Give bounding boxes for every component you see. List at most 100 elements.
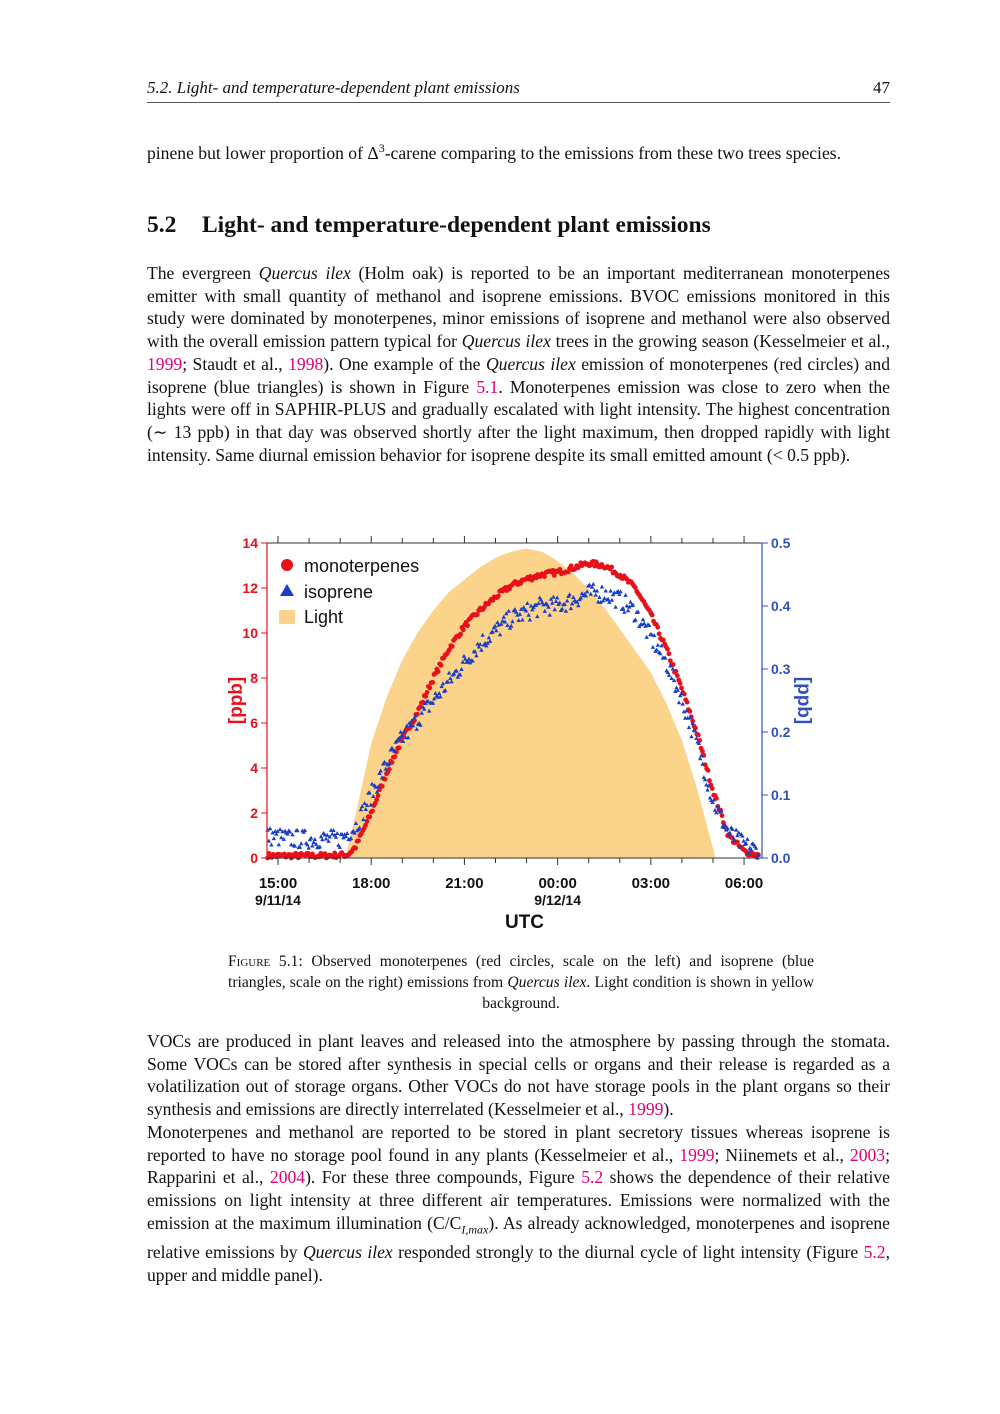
paragraphs-bottom: VOCs are produced in plant leaves and re… <box>147 1030 890 1286</box>
isoprene-point <box>525 601 530 606</box>
monoterpenes-point <box>495 593 501 599</box>
text-segment: ). One example of the <box>323 353 486 374</box>
isoprene-point <box>504 611 509 616</box>
isoprene-point <box>628 599 633 604</box>
monoterpenes-point <box>370 808 375 814</box>
isoprene-point <box>633 617 638 622</box>
paragraph-mid: The evergreen Quercus ilex (Holm oak) is… <box>147 262 890 466</box>
isoprene-point <box>379 775 385 780</box>
isoprene-point <box>741 838 746 843</box>
isoprene-point <box>673 688 678 693</box>
isoprene-point <box>327 834 332 839</box>
legend-circle-icon <box>281 559 293 571</box>
isoprene-point <box>607 599 612 604</box>
isoprene-point <box>378 768 383 773</box>
citation-link[interactable]: 1999 <box>628 1099 664 1120</box>
isoprene-point <box>451 671 457 676</box>
monoterpenes-point <box>379 783 385 789</box>
isoprene-point <box>422 706 427 711</box>
isoprene-point <box>289 842 294 847</box>
isoprene-point <box>392 748 397 753</box>
isoprene-point <box>547 612 552 617</box>
isoprene-point <box>311 840 316 845</box>
isoprene-point <box>600 598 606 603</box>
isoprene-point <box>622 609 627 614</box>
citation-link[interactable]: 2004 <box>269 1167 306 1188</box>
monoterpenes-point <box>557 566 563 572</box>
running-header: 5.2. Light- and temperature-dependent pl… <box>147 78 890 103</box>
monoterpenes-point <box>684 699 690 705</box>
citation-link[interactable]: 5.2 <box>581 1167 604 1188</box>
isoprene-point <box>700 761 705 766</box>
y-left-tick-label: 14 <box>242 535 258 551</box>
isoprene-point <box>555 595 560 600</box>
isoprene-point <box>603 588 608 593</box>
isoprene-point <box>310 843 315 848</box>
isoprene-point <box>733 827 739 832</box>
isoprene-point <box>367 790 372 795</box>
isoprene-point <box>528 603 534 608</box>
isoprene-point <box>697 756 703 761</box>
monoterpenes-point <box>670 662 676 668</box>
isoprene-point <box>275 829 280 834</box>
isoprene-point <box>368 802 373 807</box>
isoprene-point <box>274 831 279 836</box>
monoterpenes-point <box>719 813 725 819</box>
x-tick-label: 18:00 <box>352 875 390 892</box>
isoprene-point <box>306 845 311 850</box>
isoprene-point <box>485 640 490 645</box>
isoprene-point <box>748 846 754 851</box>
y-left-tick-label: 10 <box>242 625 258 641</box>
isoprene-point <box>563 608 569 613</box>
citation-link[interactable]: 5.1 <box>476 376 499 397</box>
isoprene-point <box>553 598 559 603</box>
isoprene-point <box>377 770 382 775</box>
isoprene-point <box>271 836 277 841</box>
isoprene-point <box>571 595 576 600</box>
isoprene-point <box>569 601 575 606</box>
isoprene-point <box>279 835 284 840</box>
isoprene-point <box>371 793 376 798</box>
isoprene-point <box>312 837 318 842</box>
isoprene-point <box>605 596 611 601</box>
text-segment: 3 <box>378 141 385 155</box>
isoprene-point <box>694 736 699 741</box>
text-segment: ; Niinemets et al., <box>714 1144 850 1165</box>
isoprene-point <box>646 622 652 627</box>
monoterpenes-point <box>687 708 693 714</box>
text-segment: emission of monoterpenes (red circles) a… <box>147 353 890 397</box>
isoprene-point <box>520 617 525 622</box>
citation-link[interactable]: 1998 <box>288 353 324 374</box>
isoprene-point <box>326 838 331 843</box>
isoprene-point <box>548 596 554 601</box>
isoprene-point <box>710 800 715 805</box>
isoprene-point <box>725 826 730 831</box>
isoprene-point <box>598 599 603 604</box>
monoterpenes-point <box>702 762 708 768</box>
x-tick-label: 15:00 <box>259 875 297 892</box>
isoprene-point <box>290 832 295 837</box>
citation-link[interactable]: 1999 <box>679 1144 715 1165</box>
isoprene-point <box>714 810 719 815</box>
isoprene-point <box>730 826 735 831</box>
citation-link[interactable]: 2003 <box>849 1144 886 1165</box>
isoprene-point <box>684 708 689 713</box>
isoprene-point <box>505 623 510 628</box>
monoterpenes-point <box>420 699 426 705</box>
isoprene-point <box>678 693 683 698</box>
isoprene-point <box>404 723 410 728</box>
isoprene-point <box>737 844 743 849</box>
y-right-axis-label: [ppb] <box>793 677 814 724</box>
isoprene-point <box>446 670 452 675</box>
citation-link[interactable]: 5.2 <box>863 1241 886 1262</box>
citation-link[interactable]: 1999 <box>147 353 183 374</box>
text-segment: , upper and middle panel). <box>147 1241 890 1285</box>
isoprene-point <box>663 655 668 660</box>
isoprene-point <box>732 838 738 843</box>
isoprene-point <box>643 623 648 628</box>
isoprene-point <box>497 632 503 637</box>
isoprene-point <box>281 836 286 841</box>
isoprene-point <box>431 696 437 701</box>
monoterpenes-point <box>364 818 370 824</box>
isoprene-point <box>536 601 541 606</box>
